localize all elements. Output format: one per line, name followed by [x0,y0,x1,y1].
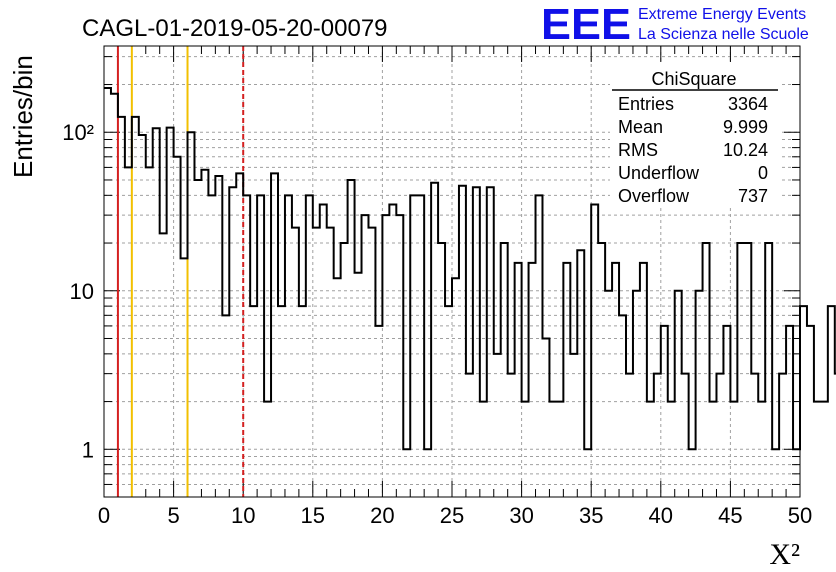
x-tick-label: 25 [440,503,464,528]
x-tick-label: 20 [370,503,394,528]
x-tick-labels: 0 5 10 15 20 25 30 35 40 45 50 [98,503,812,528]
logo-line-1: Extreme Energy Events [638,6,806,23]
x-tick-label: 35 [579,503,603,528]
chart-title: CAGL-01-2019-05-20-00079 [82,15,388,42]
stats-label: Mean [618,117,663,137]
y-tick-label: 10 [70,279,94,304]
x-tick-label: 45 [718,503,742,528]
stats-box-name: ChiSquare [651,69,736,89]
stats-value: 0 [758,163,768,183]
stats-value: 3364 [728,94,768,114]
x-tick-label: 50 [788,503,812,528]
histogram-step-line [104,87,836,451]
x-tick-label: 30 [509,503,533,528]
stats-label: Entries [618,94,674,114]
y-tick-labels: 1 10 10² [62,120,94,462]
y-tick-label: 1 [82,437,94,462]
axis-ticks [103,46,801,497]
x-tick-label: 0 [98,503,110,528]
stats-box: ChiSquare Entries 3364 Mean 9.999 RMS 10.24 Un… [610,64,780,208]
stats-value: 9.999 [723,117,768,137]
plot-frame [103,45,801,498]
stats-value: 737 [738,186,768,206]
logo-mark: EEE [541,0,631,49]
x-tick-label: 10 [231,503,255,528]
stats-label: RMS [618,140,658,160]
x-tick-label: 15 [301,503,325,528]
x-axis-label: X² [769,538,800,571]
logo-line-2: La Scienza nelle Scuole [638,26,809,43]
y-axis-label: Entries/bin [8,55,38,178]
x-tick-label: 40 [649,503,673,528]
stats-label: Underflow [618,163,700,183]
x-tick-label: 5 [167,503,179,528]
stats-value: 10.24 [723,140,768,160]
eee-logo: EEE Extreme Energy Events La Scienza nel… [541,0,809,49]
stats-label: Overflow [618,186,690,206]
threshold-lines [116,46,245,497]
y-tick-label: 10² [62,120,94,145]
